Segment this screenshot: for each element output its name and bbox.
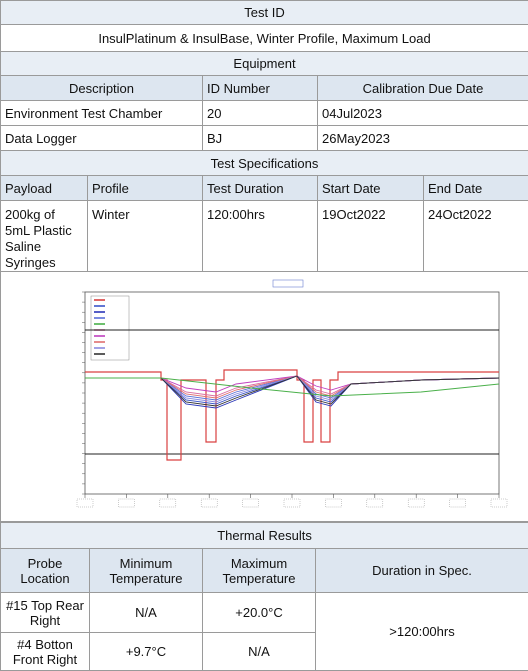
x-tick-label-box <box>491 499 507 507</box>
x-tick-label-box <box>118 499 134 507</box>
x-tick-label-box <box>284 499 300 507</box>
x-tick-label-box <box>77 499 93 507</box>
thermal-duration-value: >120:00hrs <box>316 593 528 671</box>
thermal-row-location: #15 Top Rear Right <box>1 593 90 633</box>
thermal-col-min: Minimum Temperature <box>90 549 203 593</box>
thermal-row-min: N/A <box>90 593 203 633</box>
equipment-row-cal-due: 04Jul2023 <box>318 101 528 126</box>
thermal-row-max: N/A <box>203 633 316 671</box>
x-tick-label-box <box>408 499 424 507</box>
specs-col-start: Start Date <box>318 176 424 201</box>
specs-end: 24Oct2022 <box>424 201 528 272</box>
specs-col-end: End Date <box>424 176 528 201</box>
specs-col-duration: Test Duration <box>203 176 318 201</box>
test-specs-header: Test Specifications <box>1 151 528 176</box>
equipment-col-cal-due: Calibration Due Date <box>318 76 528 101</box>
x-tick-label-box <box>160 499 176 507</box>
thermal-header: Thermal Results <box>1 523 528 549</box>
specs-col-profile: Profile <box>88 176 203 201</box>
thermal-results-table: Thermal Results Probe Location Minimum T… <box>0 522 528 671</box>
equipment-col-description: Description <box>1 76 203 101</box>
specs-payload: 200kg of 5mL Plastic Saline Syringes <box>1 201 88 272</box>
report-table: Test ID InsulPlatinum & InsulBase, Winte… <box>0 0 528 522</box>
specs-col-payload: Payload <box>1 176 88 201</box>
equipment-row-id: BJ <box>203 126 318 151</box>
thermal-col-duration: Duration in Spec. <box>316 549 528 593</box>
equipment-row-id: 20 <box>203 101 318 126</box>
x-tick-label-box <box>367 499 383 507</box>
thermal-row-min: +9.7°C <box>90 633 203 671</box>
specs-profile: Winter <box>88 201 203 272</box>
thermal-row-location: #4 Botton Front Right <box>1 633 90 671</box>
x-tick-label-box <box>201 499 217 507</box>
thermal-col-location: Probe Location <box>1 549 90 593</box>
temperature-chart-cell <box>1 272 528 522</box>
equipment-header: Equipment <box>1 52 528 76</box>
x-tick-label-box <box>325 499 341 507</box>
equipment-row-cal-due: 26May2023 <box>318 126 528 151</box>
specs-duration: 120:00hrs <box>203 201 318 272</box>
equipment-row-description: Data Logger <box>1 126 203 151</box>
equipment-row-description: Environment Test Chamber <box>1 101 203 126</box>
plot-area <box>85 292 499 494</box>
thermal-col-max: Maximum Temperature <box>203 549 316 593</box>
x-tick-label-box <box>450 499 466 507</box>
specs-start: 19Oct2022 <box>318 201 424 272</box>
test-id-header: Test ID <box>1 1 528 25</box>
equipment-col-id: ID Number <box>203 76 318 101</box>
temperature-chart <box>1 272 527 518</box>
x-tick-label-box <box>243 499 259 507</box>
chart-title-box <box>273 280 303 287</box>
test-id-value: InsulPlatinum & InsulBase, Winter Profil… <box>1 25 528 52</box>
thermal-row-max: +20.0°C <box>203 593 316 633</box>
